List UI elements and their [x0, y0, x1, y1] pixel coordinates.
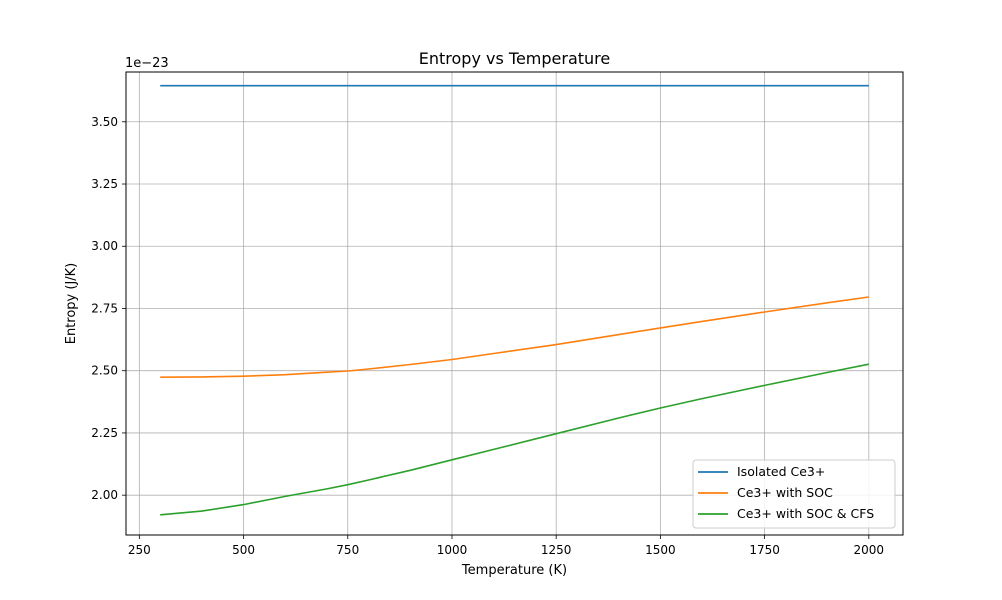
x-tick-label: 1000: [437, 543, 468, 557]
y-axis-label: Entropy (J/K): [64, 263, 79, 345]
y-tick-label: 3.50: [91, 115, 118, 129]
legend-label: Ce3+ with SOC & CFS: [737, 506, 874, 521]
series-line: [160, 363, 869, 516]
x-tick-label: 250: [128, 543, 151, 557]
y-tick-label: 3.25: [91, 177, 118, 191]
legend-label: Isolated Ce3+: [737, 464, 825, 479]
y-axis-ticks: 2.00 2.25 2.50 2.75 3.00 3.25 3.50: [91, 115, 126, 502]
y-tick-label: 2.25: [91, 426, 118, 440]
y-tick-label: 2.75: [91, 301, 118, 315]
plot-frame: [125, 71, 904, 536]
x-tick-label: 1750: [749, 543, 780, 557]
y-tick-label: 3.00: [91, 239, 118, 253]
grid: [126, 72, 903, 535]
x-tick-label: 500: [232, 543, 255, 557]
x-tick-label: 2000: [854, 543, 885, 557]
series-line: [160, 296, 869, 378]
x-tick-label: 750: [336, 543, 359, 557]
x-axis-ticks: 250 500 750 1000 1250 1500 1750 2000: [128, 535, 884, 557]
x-tick-label: 1250: [541, 543, 572, 557]
y-tick-label: 2.00: [91, 488, 118, 502]
x-axis-label: Temperature (K): [461, 563, 567, 578]
y-axis-offset-label: 1e−23: [125, 56, 169, 71]
x-tick-label: 1500: [645, 543, 676, 557]
legend-label: Ce3+ with SOC: [737, 485, 833, 500]
legend: Isolated Ce3+ Ce3+ with SOC Ce3+ with SOC …: [692, 459, 896, 529]
legend-box: [692, 459, 896, 529]
y-tick-label: 2.50: [91, 364, 118, 378]
chart-title: Entropy vs Temperature: [419, 49, 611, 68]
series-lines: [160, 84, 869, 516]
